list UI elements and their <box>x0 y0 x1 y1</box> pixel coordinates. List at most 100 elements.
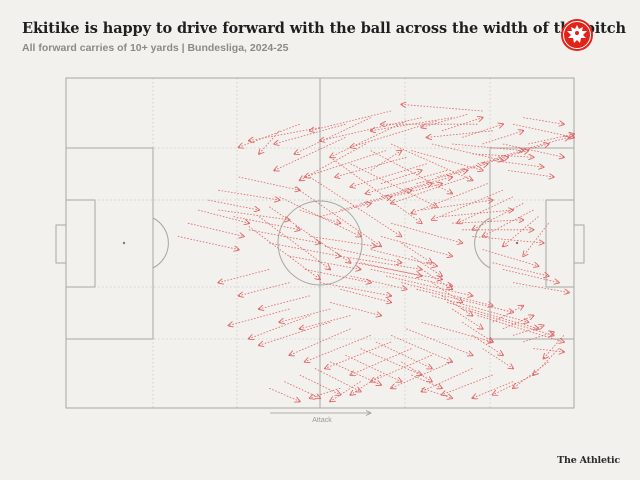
carry-arrow <box>239 282 290 296</box>
carry-arrow <box>452 220 523 224</box>
carry-arrow <box>461 321 493 342</box>
carry-arrow <box>401 104 483 112</box>
carry-arrow <box>533 348 560 375</box>
carry-arrow <box>218 269 270 282</box>
carry-arrow <box>512 326 544 336</box>
carry-arrow <box>452 143 523 151</box>
carry-arrow <box>523 222 549 256</box>
carry-arrow <box>421 200 493 211</box>
carry-arrow <box>258 216 330 270</box>
carry-arrow <box>314 368 361 391</box>
carry-arrow <box>523 332 554 343</box>
carry-arrow <box>503 216 539 247</box>
carry-arrow <box>421 269 453 289</box>
carry-arrow <box>492 160 544 168</box>
carry-arrow <box>401 242 432 263</box>
carry-arrow <box>370 151 402 171</box>
carry-arrow <box>457 196 514 223</box>
carry-arrow <box>187 222 244 236</box>
carry-arrow <box>497 144 549 158</box>
carry-arrow <box>390 184 442 198</box>
carry-arrow <box>432 189 504 220</box>
carry-arrow <box>269 242 340 256</box>
carry-arrow <box>411 150 482 171</box>
carry-arrow <box>411 255 442 276</box>
carry-arrow <box>517 137 569 151</box>
carry-arrow <box>238 176 300 190</box>
carry-arrow <box>457 157 508 171</box>
carry-arrow <box>477 315 564 342</box>
chart-title: Ekitike is happy to drive forward with t… <box>22 20 626 37</box>
carry-arrow <box>259 321 331 345</box>
carry-arrow <box>375 341 432 368</box>
carry-arrow <box>309 236 376 246</box>
carry-arrow <box>229 308 290 326</box>
carry-arrow <box>366 170 448 193</box>
carry-arrow <box>233 216 300 230</box>
carry-arrow <box>335 156 407 177</box>
carry-arrow <box>446 302 538 328</box>
carry-arrow <box>441 118 483 132</box>
carry-arrow <box>279 308 331 322</box>
carry-arrow <box>249 127 321 141</box>
brand-logo: The Athletic <box>557 455 620 466</box>
carry-arrow <box>492 262 549 276</box>
carry-arrow <box>406 328 472 355</box>
carry-arrow <box>289 255 361 269</box>
carry-arrow <box>370 150 452 194</box>
carry-arrow <box>380 170 422 184</box>
carry-arrow <box>218 189 279 200</box>
carry-arrow <box>380 236 452 256</box>
carry-arrow <box>411 183 488 214</box>
carry-arrow <box>320 117 422 141</box>
carry-arrow <box>305 335 371 361</box>
carry-arrow <box>340 197 391 211</box>
carry-arrow <box>462 124 503 138</box>
carry-arrow <box>370 249 437 267</box>
carry-arrow <box>259 295 310 309</box>
carry-arrow <box>431 282 462 303</box>
carry-arrow <box>330 120 407 157</box>
carry-arrow <box>360 348 422 375</box>
carry-arrow <box>513 361 549 388</box>
carry-arrow <box>249 315 310 339</box>
carry-arrow <box>208 199 259 210</box>
carry-arrow <box>371 117 453 131</box>
carry-arrow <box>360 190 412 204</box>
carry-arrow <box>421 321 493 342</box>
carry-arrow <box>442 374 493 395</box>
carry-arrow <box>477 151 529 165</box>
carry-arrow <box>351 163 427 187</box>
carry-arrow <box>274 137 346 170</box>
carry-arrow <box>390 335 452 361</box>
attack-label: Attack <box>312 417 332 424</box>
carry-arrow <box>482 249 539 267</box>
carry-arrow <box>197 209 249 223</box>
carry-arrow <box>340 288 391 302</box>
carry-arrow <box>274 123 346 144</box>
carry-arrow <box>492 306 524 323</box>
carry-arrow <box>441 210 513 217</box>
carry-arrow <box>259 130 280 154</box>
carry-arrow <box>390 143 472 180</box>
carry-arrow <box>421 387 453 398</box>
carry-arrow <box>401 177 452 191</box>
carry-arrow <box>380 184 432 198</box>
carry-arrow <box>310 387 341 398</box>
carry-arrow <box>436 164 488 178</box>
carry-arrow <box>284 381 320 399</box>
carry-arrow <box>482 131 524 145</box>
carry-arrow <box>502 143 564 157</box>
carry-arrow <box>269 387 300 401</box>
carry-arrow <box>451 308 483 329</box>
carry-arrow <box>295 117 371 154</box>
carry-arrow <box>330 361 381 385</box>
carry-arrow <box>239 123 300 147</box>
carry-arrow <box>472 381 514 399</box>
carry-arrow <box>502 269 559 282</box>
carry-arrow <box>300 143 366 180</box>
carry-arrow <box>248 229 320 243</box>
carry-arrow <box>350 163 437 207</box>
carry-arrow <box>441 295 473 316</box>
